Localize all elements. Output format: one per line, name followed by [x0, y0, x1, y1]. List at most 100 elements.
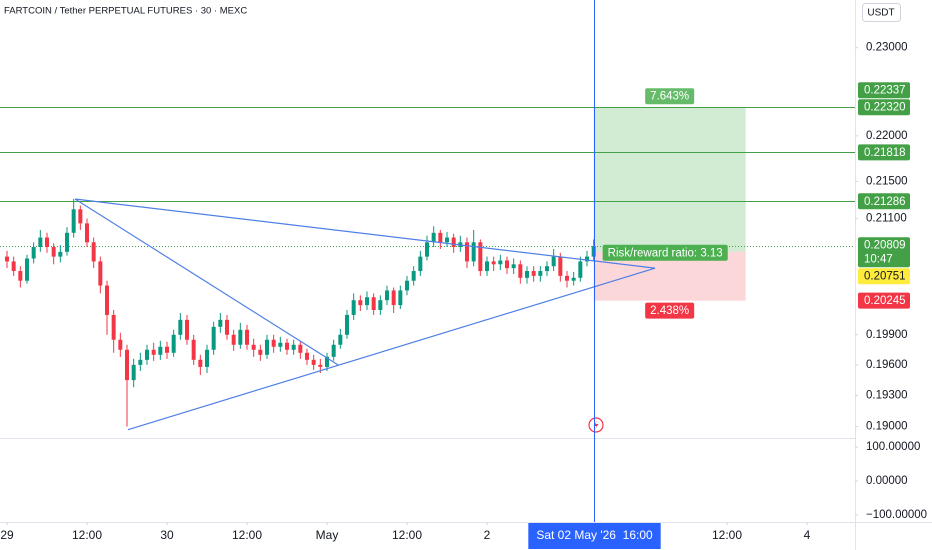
- candle-body: [425, 242, 429, 257]
- candle-body: [438, 232, 443, 243]
- alert-bolt[interactable]: [593, 420, 599, 430]
- price-badge: [858, 292, 910, 309]
- x-tick-label: May: [316, 528, 339, 542]
- candle-body: [445, 237, 449, 243]
- candle-body: [531, 271, 536, 276]
- candle-body: [545, 266, 549, 272]
- candle-body: [58, 251, 63, 257]
- candle-body: [145, 349, 149, 360]
- candle-body: [78, 209, 83, 224]
- crosshair-label-text: Sat 02 May '26 16:00: [536, 528, 653, 542]
- price-badge-text: 0.20751: [864, 271, 906, 283]
- price-badge-text: 0.20809: [864, 240, 906, 252]
- candle-body: [318, 364, 323, 367]
- candle-body: [218, 319, 223, 327]
- ratio-label-bg: [602, 244, 728, 261]
- target-label: 7.643%: [645, 88, 695, 105]
- crosshair-label: Sat 02 May '26 16:00: [528, 523, 661, 549]
- candle-body: [105, 285, 109, 315]
- countdown: 10:47: [864, 254, 893, 266]
- candle-body: [205, 349, 209, 367]
- candle-body: [98, 261, 103, 286]
- candle-body: [505, 260, 509, 269]
- candle-body: [45, 237, 49, 248]
- candle-body: [178, 319, 183, 335]
- candle-body: [18, 271, 23, 281]
- candle-body: [491, 261, 496, 265]
- x-tick-label: 12:00: [392, 528, 422, 542]
- candle-body: [51, 247, 56, 257]
- candle-body: [185, 319, 189, 340]
- y2-tick-label: 0.00000: [866, 475, 908, 487]
- x-tick-label: 4: [804, 528, 811, 542]
- candle-body: [198, 359, 203, 367]
- chart-title: FARTCOIN / Tether PERPETUAL FUTURES · 30…: [4, 6, 247, 17]
- candle-body: [258, 349, 263, 355]
- alert-icon[interactable]: [588, 417, 604, 433]
- price-badge: [858, 193, 910, 210]
- ratio-label-text: Risk/reward ratio: 3.13: [608, 247, 723, 259]
- candle-body: [91, 242, 96, 262]
- x-tick-label: 12:00: [72, 528, 102, 542]
- candle-body: [451, 237, 456, 248]
- candle-body: [125, 349, 129, 381]
- candle-body: [591, 246, 596, 257]
- candle-body: [465, 242, 469, 262]
- x-tick-label: 12:00: [232, 528, 262, 542]
- y2-tick-label: 100.00000: [866, 441, 920, 453]
- y-tick-label: 0.22000: [866, 130, 908, 142]
- candle-body: [351, 300, 356, 315]
- candle-body: [298, 344, 303, 353]
- y-tick-label: 0.19000: [866, 421, 908, 433]
- candle-body: [511, 264, 516, 269]
- candle-body: [578, 261, 583, 278]
- x-tick-label: 12:00: [712, 528, 742, 542]
- candle-body: [165, 346, 169, 353]
- candle-body: [291, 344, 296, 350]
- candle-body: [278, 342, 283, 347]
- candle-body: [31, 247, 36, 259]
- x-tick-label: 2: [484, 528, 491, 542]
- candle-body: [38, 237, 43, 248]
- candle-body: [485, 261, 489, 272]
- candle-body: [245, 329, 249, 345]
- candle-body: [551, 256, 556, 267]
- trendline: [74, 198, 656, 269]
- trendline: [127, 267, 656, 431]
- candle-body: [518, 264, 523, 278]
- y-tick-label: 0.23000: [866, 42, 908, 54]
- price-badge-text: 0.20245: [864, 295, 906, 307]
- price-badge-text: 0.22320: [864, 102, 906, 114]
- candle-body: [478, 242, 483, 272]
- candle-body: [345, 314, 349, 335]
- candle-body: [391, 290, 396, 306]
- candle-body: [431, 232, 436, 243]
- candle-body: [158, 346, 163, 355]
- candle-body: [211, 326, 216, 350]
- stop-label-text: 2.438%: [650, 305, 689, 317]
- candle-body: [571, 277, 576, 281]
- candle-body: [285, 342, 289, 350]
- candle-body: [338, 334, 343, 345]
- candle-body: [225, 319, 229, 335]
- candle-body: [65, 232, 69, 252]
- currency-box[interactable]: [862, 3, 901, 22]
- candle-body: [138, 359, 143, 365]
- candle-body: [358, 300, 363, 306]
- candle-body: [5, 256, 9, 262]
- candle-body: [151, 349, 156, 355]
- y-tick-label: 0.21100: [866, 213, 907, 225]
- candle-body: [585, 256, 589, 262]
- candle-body: [371, 297, 376, 311]
- candle-body: [565, 275, 569, 281]
- target-label-text: 7.643%: [650, 91, 689, 103]
- y-tick-label: 0.21500: [866, 175, 908, 187]
- candle-body: [271, 339, 276, 347]
- currency[interactable]: USDT: [867, 8, 894, 19]
- target-zone: [593, 107, 746, 252]
- candle-body: [365, 297, 369, 306]
- candle-body: [471, 242, 476, 262]
- price-badge: [858, 237, 910, 268]
